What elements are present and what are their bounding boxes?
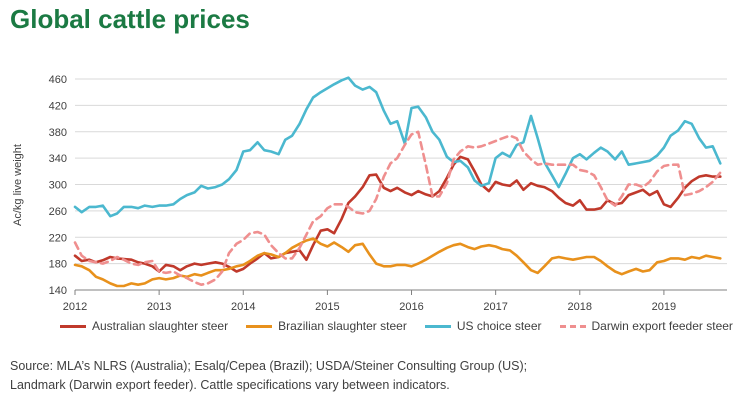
x-axis: 2012 2013 2014 2015 2016 2017 2018 2019 [63, 289, 727, 313]
y-tick-label: 380 [49, 127, 67, 139]
legend-swatch [246, 324, 273, 328]
legend-label: Australian slaughter steer [92, 319, 229, 333]
y-tick-label: 460 [49, 74, 67, 86]
x-tick-label: 2012 [63, 301, 87, 313]
y-tick-label: 260 [49, 206, 67, 218]
legend-item: Australian slaughter steer [60, 319, 228, 333]
legend-swatch [559, 324, 586, 328]
x-tick-label: 2017 [483, 301, 507, 313]
y-axis-label: Ac/kg live weight [12, 144, 24, 226]
legend-label: US choice steer [456, 319, 542, 333]
series-lines [73, 76, 722, 288]
x-tick-label: 2016 [399, 301, 423, 313]
series-line-darwin-export-feeder-steer [73, 130, 722, 286]
y-tick-label: 180 [49, 259, 67, 271]
legend-item: US choice steer [424, 319, 542, 333]
chart-title: Global cattle prices [10, 4, 250, 34]
legend-swatch [60, 324, 86, 328]
series-line-us-choice-steer [73, 76, 722, 218]
x-tick-label: 2015 [315, 301, 339, 313]
series-line-australian-slaughter-steer [73, 155, 722, 273]
x-tick-label: 2019 [652, 301, 676, 313]
legend-item: Brazilian slaughter steer [246, 319, 407, 333]
y-tick-label: 220 [49, 232, 67, 244]
y-tick-labels: 140 180 220 260 300 340 380 420 460 [49, 74, 67, 297]
legend-label: Darwin export feeder steer [591, 319, 733, 333]
x-tick-label: 2014 [231, 301, 255, 313]
y-tick-label: 420 [49, 100, 67, 112]
legend-item: Darwin export feeder steer [559, 319, 733, 333]
series-line-brazilian-slaughter-steer [73, 237, 722, 288]
y-tick-label: 340 [49, 153, 67, 165]
y-tick-label: 140 [49, 285, 67, 297]
legend-label: Brazilian slaughter steer [278, 319, 407, 333]
x-tick-label: 2013 [147, 301, 171, 313]
source-line-1: Source: MLA’s NLRS (Australia); Esalq/Ce… [10, 359, 528, 373]
chart-area: 140 180 220 260 300 340 380 420 460 2012 2013 2014… [12, 74, 727, 313]
source-note: Source: MLA’s NLRS (Australia); Esalq/Ce… [10, 357, 730, 395]
source-line-2: Landmark (Darwin export feeder). Cattle … [10, 378, 450, 392]
legend: Australian slaughter steer Brazilian slau… [60, 319, 733, 333]
legend-swatch [424, 324, 451, 328]
x-tick-label: 2018 [568, 301, 592, 313]
y-tick-label: 300 [49, 180, 67, 192]
